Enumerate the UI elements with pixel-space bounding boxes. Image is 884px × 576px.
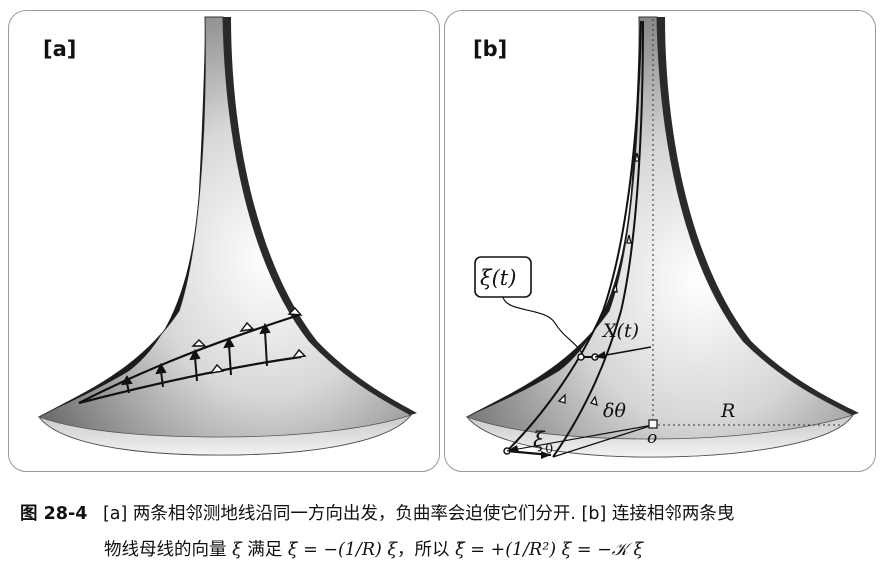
caption-line-1: [a] 两条相邻测地线沿同一方向出发，负曲率会迫使它们分开. [b] 连接相邻两… bbox=[102, 504, 735, 524]
xi-0-subscript: 0 bbox=[545, 442, 553, 457]
radius-label: R bbox=[720, 400, 735, 422]
tractrix-generator-1 bbox=[506, 20, 642, 452]
X-t-arrowhead bbox=[595, 351, 605, 359]
caption-line-2: 物线母线的向量 ξ 满足 ξ̇ = −(1/R) ξ，所以 ξ̈ = +(1/R… bbox=[20, 532, 870, 568]
xi-0-label: ξ bbox=[533, 428, 546, 452]
panel-b: ξ(t) X(t) ξ 0 δθ o R [b] bbox=[444, 10, 876, 472]
xi-t-point-1 bbox=[577, 353, 585, 361]
delta-theta-line-2 bbox=[552, 424, 654, 458]
caption-xi-symbol: ξ bbox=[232, 540, 242, 560]
surface-bottom-rim bbox=[37, 414, 413, 456]
geodesic-upper bbox=[78, 313, 300, 404]
xi-t-label: ξ(t) bbox=[480, 266, 516, 290]
xi-0-arrowhead bbox=[541, 451, 551, 459]
delta-theta-arrowhead bbox=[507, 445, 519, 453]
caption-equation-1: ξ̇ = −(1/R) ξ bbox=[287, 540, 398, 560]
figure-number: 图 28-4 bbox=[20, 504, 88, 524]
separation-vectors bbox=[121, 322, 271, 394]
pseudosphere-b-figure: ξ(t) X(t) ξ 0 δθ o R bbox=[465, 16, 859, 459]
xi-t-callout-leader bbox=[502, 296, 584, 356]
geodesic-arrowheads bbox=[191, 306, 307, 374]
origin-label: o bbox=[647, 428, 657, 448]
delta-theta-line-1 bbox=[506, 424, 654, 452]
surface-bottom-rim-b bbox=[465, 414, 854, 458]
pseudosphere-a-figure bbox=[37, 16, 417, 456]
caption-line-2-mid2: ，所以 bbox=[397, 540, 450, 560]
caption-line-2-pre: 物线母线的向量 bbox=[104, 540, 227, 560]
panel-a-label: [a] bbox=[43, 37, 77, 61]
delta-theta-label: δθ bbox=[603, 400, 626, 422]
tractrix-generator-2 bbox=[552, 20, 644, 458]
caption-line-2-mid1: 满足 bbox=[247, 540, 283, 560]
figure-caption: 图 28-4 [a] 两条相邻测地线沿同一方向出发，负曲率会迫使它们分开. [b… bbox=[20, 496, 870, 568]
generator-arrowheads bbox=[557, 152, 640, 406]
panel-b-label: [b] bbox=[473, 37, 508, 61]
geodesic-lower bbox=[78, 355, 302, 405]
pseudosphere-surface-b bbox=[466, 16, 854, 458]
panel-a: [a] bbox=[8, 10, 440, 472]
origin-marker bbox=[648, 419, 658, 429]
caption-equation-2: ξ̈ = +(1/R²) ξ = −𝒦 ξ bbox=[455, 540, 644, 560]
X-t-label: X(t) bbox=[601, 320, 639, 342]
